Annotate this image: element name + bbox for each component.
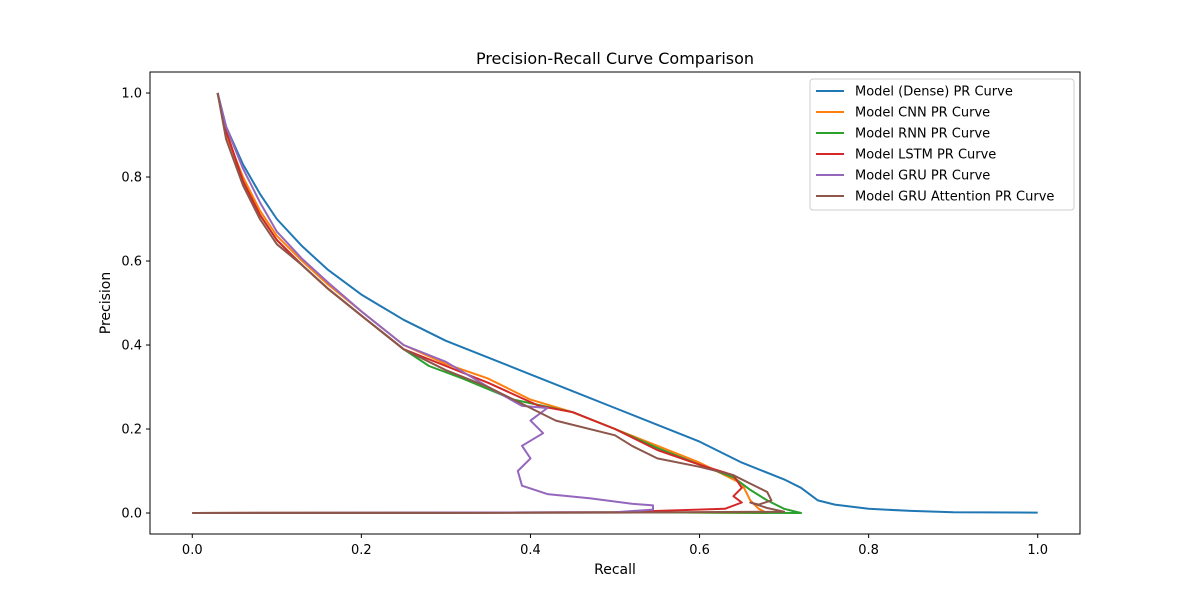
y-tick-label: 0.8 bbox=[121, 171, 142, 186]
x-tick-label: 0.8 bbox=[858, 543, 879, 558]
series-line-5 bbox=[192, 92, 786, 514]
series-layer bbox=[192, 92, 1038, 514]
y-tick-label: 0.6 bbox=[121, 255, 142, 270]
y-axis-label: Precision bbox=[98, 272, 114, 334]
y-tick-label: 0.4 bbox=[121, 339, 142, 354]
series-line-0 bbox=[216, 92, 1038, 514]
x-tick-label: 0.0 bbox=[182, 543, 203, 558]
legend-label: Model LSTM PR Curve bbox=[855, 148, 996, 163]
y-tick-label: 1.0 bbox=[121, 87, 142, 102]
legend-label: Model CNN PR Curve bbox=[855, 106, 990, 121]
series-line-2 bbox=[192, 92, 802, 514]
legend-label: Model (Dense) PR Curve bbox=[855, 85, 1013, 100]
y-axis-ticks: 0.0 0.2 0.4 0.6 0.8 1.0 bbox=[121, 87, 150, 522]
series-line-1 bbox=[192, 92, 769, 514]
plot-frame bbox=[149, 71, 1081, 535]
y-tick-label: 0.2 bbox=[121, 423, 142, 438]
x-tick-label: 1.0 bbox=[1027, 543, 1048, 558]
legend-label: Model GRU Attention PR Curve bbox=[855, 190, 1054, 205]
legend-label: Model GRU PR Curve bbox=[855, 169, 990, 184]
series-line-3 bbox=[192, 92, 743, 514]
legend-box bbox=[809, 78, 1075, 211]
x-axis-ticks: 0.0 0.2 0.4 0.6 0.8 1.0 bbox=[182, 534, 1048, 558]
x-tick-label: 0.6 bbox=[689, 543, 710, 558]
legend: Model (Dense) PR Curve Model CNN PR Curve… bbox=[809, 78, 1075, 211]
y-tick-label: 0.0 bbox=[121, 507, 142, 522]
x-tick-label: 0.4 bbox=[520, 543, 541, 558]
x-tick-label: 0.2 bbox=[351, 543, 372, 558]
legend-label: Model RNN PR Curve bbox=[855, 127, 990, 142]
series-line-4 bbox=[192, 92, 654, 514]
chart-title: Precision-Recall Curve Comparison bbox=[476, 49, 754, 68]
x-axis-label: Recall bbox=[594, 562, 636, 578]
